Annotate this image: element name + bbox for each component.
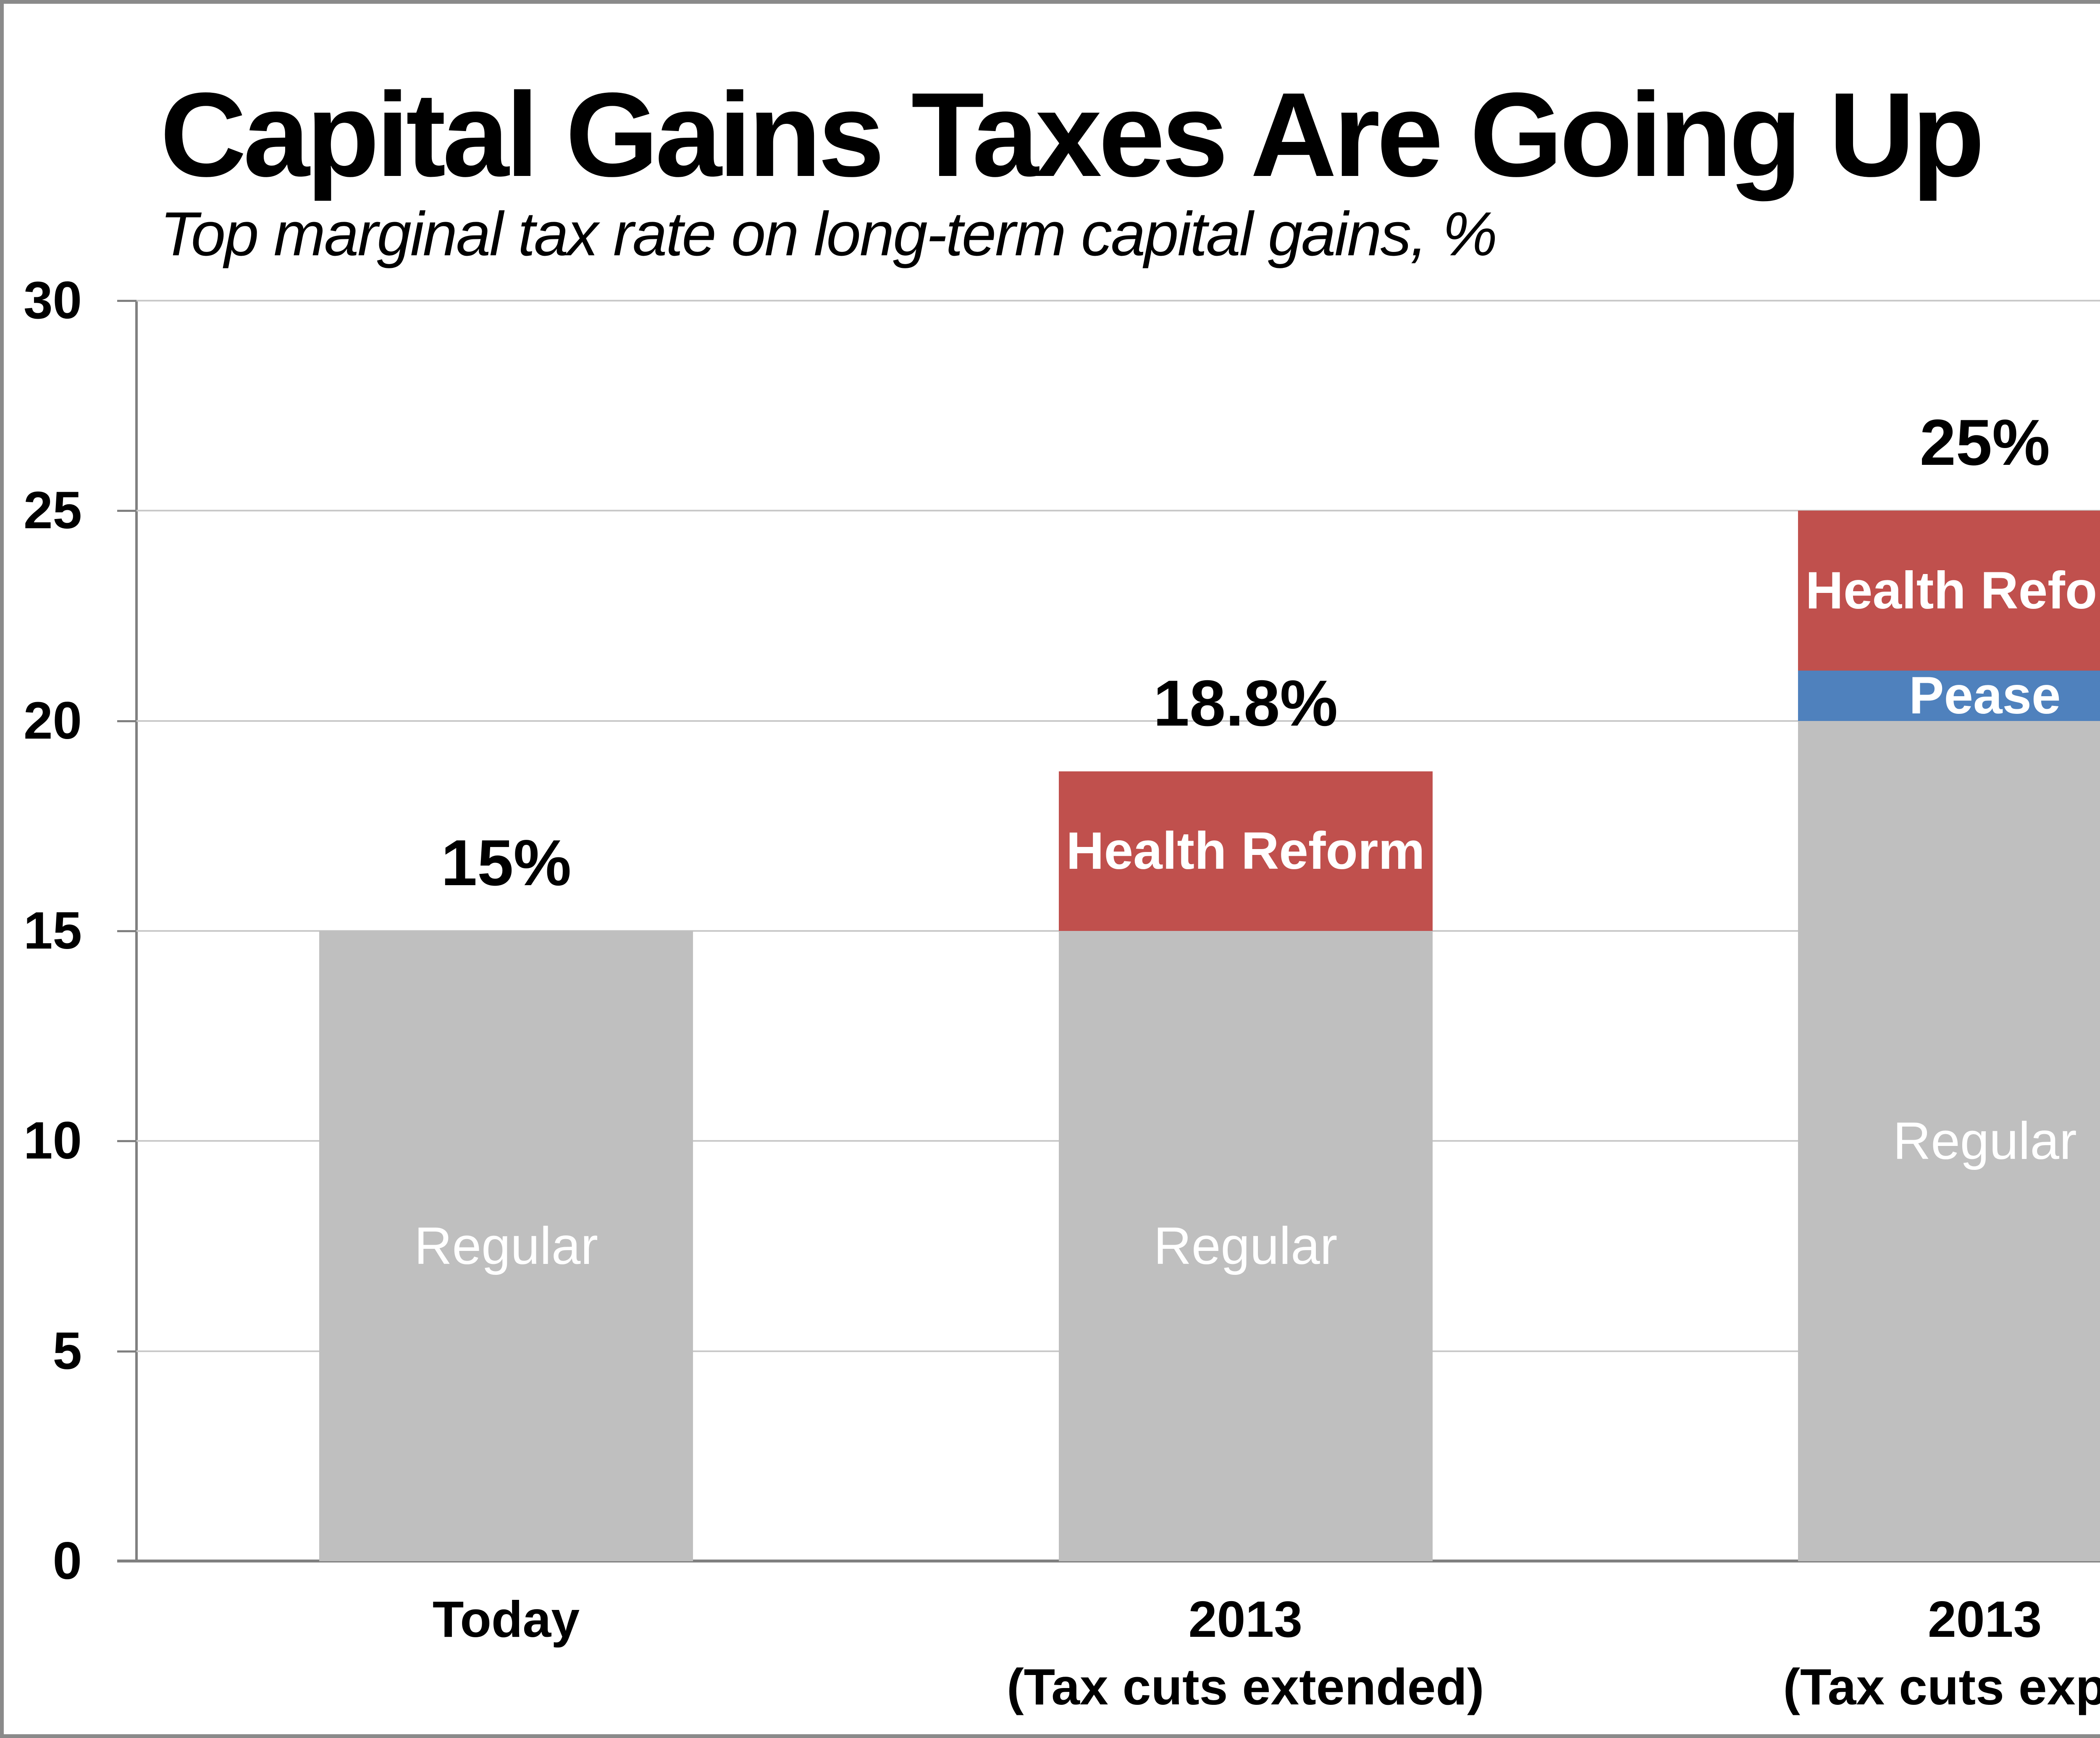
segment-label-pease: Pease	[1909, 666, 2061, 725]
category-label-line: Today	[432, 1591, 580, 1648]
y-tick-label-5: 5	[52, 1321, 82, 1380]
category-label-line: (Tax cuts expire)	[1783, 1658, 2100, 1716]
chart-title: Capital Gains Taxes Are Going Up	[160, 68, 1985, 202]
y-tick-15	[117, 930, 136, 932]
gridline-30	[136, 300, 2100, 301]
segment-label-regular: Regular	[1893, 1111, 2077, 1170]
y-tick-10	[117, 1140, 136, 1143]
y-tick-label-10: 10	[23, 1111, 82, 1170]
plot-area: 30 25 20 15 10 5 0 Regular 15% Today Regular Health…	[24, 271, 2100, 1715]
segment-label-health-reform: Health Reform	[1066, 822, 1425, 881]
total-label-today: 15%	[441, 826, 572, 899]
y-tick-label-0: 0	[52, 1532, 82, 1590]
segment-label-regular: Regular	[414, 1217, 598, 1275]
y-tick-label-25: 25	[23, 481, 82, 540]
bar-2013-tax-cuts-extended: Regular Health Reform	[1058, 771, 1433, 1561]
y-tick-30	[117, 300, 136, 302]
y-tick-25	[117, 510, 136, 512]
y-tick-label-15: 15	[23, 902, 82, 960]
category-label-2013-tax-cuts-extended: 2013 (Tax cuts extended)	[876, 1586, 1615, 1721]
y-tick-0	[117, 1560, 136, 1562]
category-label-line: (Tax cuts extended)	[1006, 1658, 1484, 1716]
total-label-2013-tax-cuts-expire: 25%	[1919, 406, 2050, 479]
segment-label-regular: Regular	[1153, 1217, 1338, 1275]
bar-2013-tax-cuts-expire-segment-regular: Regular	[1798, 721, 2100, 1561]
category-label-line: 2013	[1188, 1591, 1303, 1648]
y-tick-label-30: 30	[23, 271, 82, 330]
bar-2013-tax-cuts-extended-segment-health-reform: Health Reform	[1058, 771, 1433, 931]
category-label-line: 2013	[1927, 1591, 2042, 1648]
category-label-2013-tax-cuts-expire: 2013 (Tax cuts expire)	[1615, 1586, 2100, 1721]
bar-today: Regular	[319, 931, 693, 1561]
total-label-2013-tax-cuts-extended: 18.8%	[1153, 666, 1338, 739]
gridline-20	[136, 720, 2100, 722]
y-tick-20	[117, 720, 136, 722]
bar-2013-tax-cuts-extended-segment-regular: Regular	[1058, 931, 1433, 1561]
chart-subtitle: Top marginal tax rate on long-term capit…	[160, 199, 1497, 269]
bar-2013-tax-cuts-expire: Regular Pease Health Reform	[1798, 511, 2100, 1561]
segment-label-health-reform: Health Reform	[1805, 561, 2100, 620]
y-tick-label-20: 20	[23, 691, 82, 750]
gridline-25	[136, 510, 2100, 512]
bar-2013-tax-cuts-expire-segment-health-reform: Health Reform	[1798, 511, 2100, 671]
category-label-today: Today	[136, 1586, 876, 1653]
bar-today-segment-regular: Regular	[319, 931, 693, 1561]
bar-2013-tax-cuts-expire-segment-pease: Pease	[1798, 666, 2100, 725]
y-tick-5	[117, 1350, 136, 1353]
